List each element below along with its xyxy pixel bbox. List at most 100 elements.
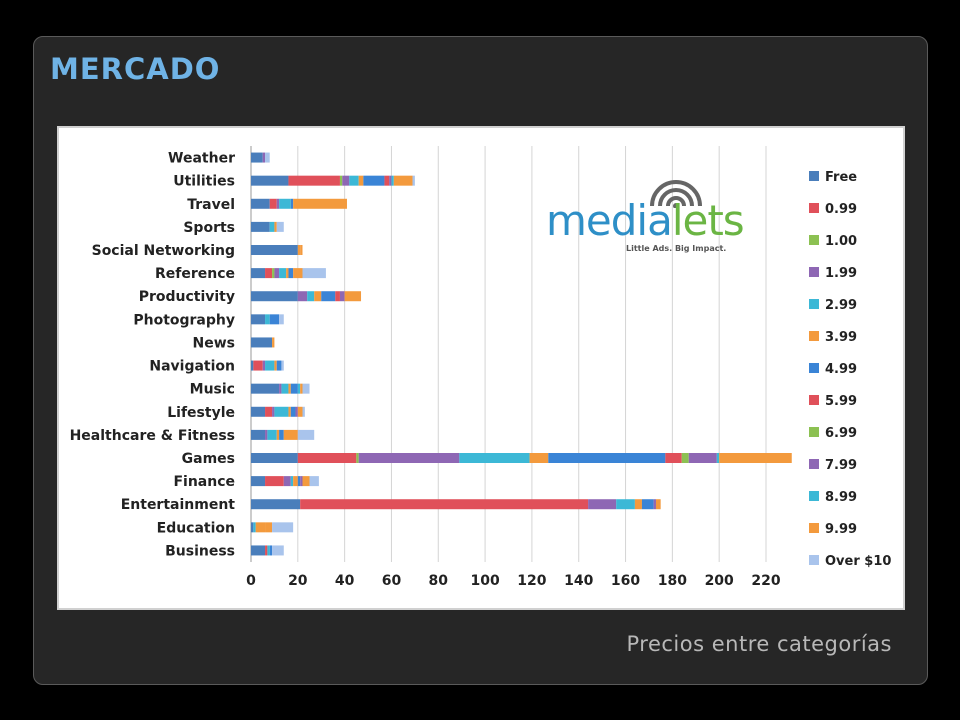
bar-segment <box>265 314 270 325</box>
bar-segment <box>281 360 284 371</box>
bar-segment <box>265 522 273 533</box>
bar-segment <box>265 360 275 371</box>
legend-entry: 1.99 <box>825 266 857 281</box>
bar-segment <box>265 268 273 279</box>
bar-segment <box>251 499 301 510</box>
bar-segment <box>288 268 294 279</box>
bar-segment <box>290 383 298 394</box>
bar-segment <box>634 499 642 510</box>
bar-segment <box>344 291 362 302</box>
bar-segment <box>339 291 345 302</box>
bar-segment <box>253 522 256 533</box>
legend-swatch <box>809 331 819 341</box>
bar-segment <box>290 198 294 209</box>
category-label: News <box>193 335 235 351</box>
bar-segment <box>297 453 357 463</box>
bar-segment <box>655 499 661 510</box>
bar-segment <box>665 453 682 463</box>
category-label: Sports <box>183 220 235 236</box>
bar-segment <box>297 406 303 417</box>
bar-segment <box>295 406 298 417</box>
bar-segment <box>358 453 460 463</box>
x-tick-label: 80 <box>429 573 449 589</box>
bar-segment <box>297 291 308 302</box>
bar-segment <box>251 314 266 325</box>
bar-segment <box>391 175 394 186</box>
category-label: Photography <box>133 312 235 328</box>
bar-segment <box>251 406 266 417</box>
legend-swatch <box>809 267 819 277</box>
bar-segment <box>300 383 303 394</box>
bar-segment <box>253 360 263 371</box>
legend-entry: 3.99 <box>825 330 857 345</box>
legend-entry: 7.99 <box>825 458 857 473</box>
bar-segment <box>279 429 284 440</box>
category-label: Entertainment <box>121 497 236 513</box>
bar-segment <box>293 476 298 487</box>
bar-segment <box>302 476 310 487</box>
bar-segment <box>307 291 315 302</box>
bar-segment <box>616 499 635 510</box>
bar-segment <box>251 429 266 440</box>
slide-caption: Precios entre categorías <box>626 632 892 656</box>
bar-segment <box>272 522 294 533</box>
bar-segment <box>262 152 266 163</box>
bar-segment <box>688 453 717 463</box>
bar-segment <box>269 198 277 209</box>
bar-segment <box>251 245 298 255</box>
bar-segment <box>283 476 291 487</box>
bar-segment <box>335 291 340 302</box>
category-label: Navigation <box>149 359 235 375</box>
bar-segment <box>251 175 289 186</box>
bar-segment <box>267 429 277 440</box>
category-label: Social Networking <box>92 243 235 259</box>
legend-swatch <box>809 555 819 565</box>
bar-segment <box>412 175 415 186</box>
bar-segment <box>300 476 303 487</box>
bar-segment <box>288 383 291 394</box>
category-label: Games <box>182 451 235 467</box>
bar-segment <box>297 245 301 255</box>
bar-segment <box>342 175 350 186</box>
legend-swatch <box>809 459 819 469</box>
bar-segment <box>272 268 275 279</box>
bar-segment <box>288 406 291 417</box>
bar-segment <box>274 406 289 417</box>
bar-segment <box>314 291 322 302</box>
bar-segment <box>288 175 340 186</box>
category-label: Finance <box>173 474 235 490</box>
x-tick-label: 0 <box>246 573 256 589</box>
bar-segment <box>389 175 392 186</box>
bar-segment <box>297 429 315 440</box>
bar-segment <box>281 383 289 394</box>
bar-segment <box>290 476 294 487</box>
bar-segment <box>251 522 254 533</box>
logo-tagline: Little Ads. Big Impact. <box>626 244 727 253</box>
bar-segment <box>302 383 310 394</box>
category-label: Productivity <box>139 289 235 305</box>
category-label: Lifestyle <box>167 405 235 421</box>
medialets-logo: medialets Little Ads. Big Impact. <box>546 168 746 258</box>
bar-segment <box>293 268 303 279</box>
bar-segment <box>251 221 270 232</box>
bar-segment <box>251 152 263 163</box>
slide-title: MERCADO <box>50 52 221 86</box>
bar-segment <box>272 337 275 348</box>
bar-segment <box>459 453 530 463</box>
bar-segment <box>274 268 280 279</box>
bar-segment <box>251 337 273 348</box>
bar-segment <box>356 453 359 463</box>
legend-swatch <box>809 363 819 373</box>
bar-segment <box>265 476 284 487</box>
bar-segment <box>276 360 282 371</box>
legend-entry: 9.99 <box>825 522 857 537</box>
bar-segment <box>349 175 359 186</box>
bar-segment <box>300 499 589 510</box>
category-label: Utilities <box>173 174 235 190</box>
bar-segment <box>265 429 268 440</box>
bar-segment <box>276 221 284 232</box>
legend-entry: 2.99 <box>825 298 857 313</box>
category-label: Weather <box>168 151 235 167</box>
bar-segment <box>719 453 792 463</box>
bar-segment <box>251 545 266 556</box>
